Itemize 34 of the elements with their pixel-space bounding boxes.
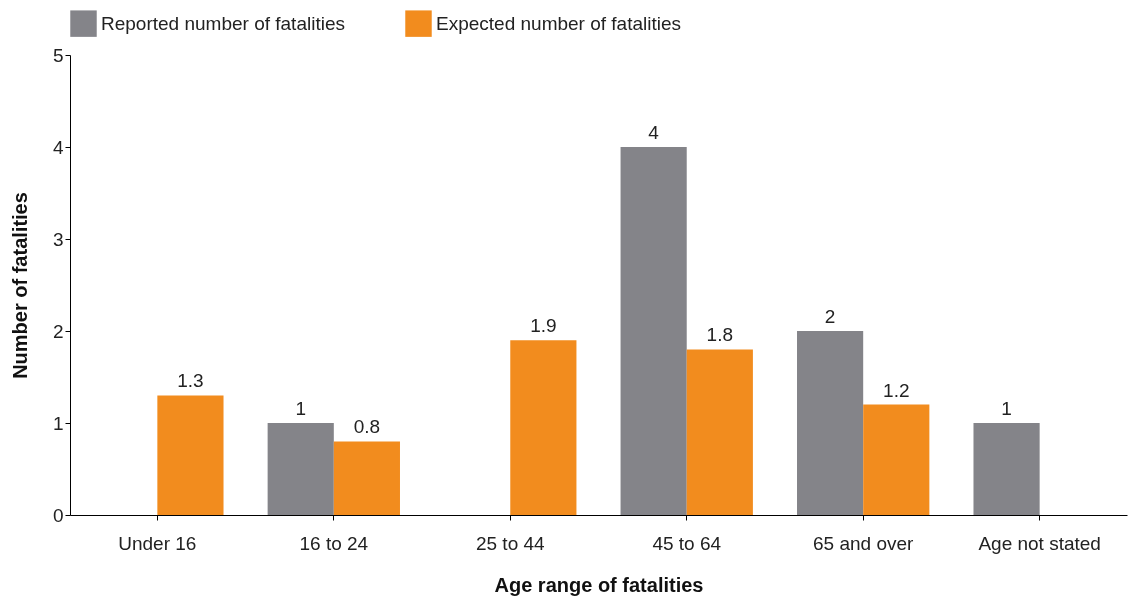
legend-label: Expected number of fatalities xyxy=(436,12,682,34)
data-label: 1.9 xyxy=(530,315,557,337)
x-tick-label: 65 and over xyxy=(813,532,915,554)
y-tick-label: 1 xyxy=(52,412,64,434)
x-tick-label: Under 16 xyxy=(118,532,197,554)
legend-label: Reported number of fatalities xyxy=(101,12,345,34)
y-axis-title: Number of fatalities xyxy=(8,192,31,379)
data-label: 4 xyxy=(648,122,660,143)
y-tick-label: 2 xyxy=(52,320,64,342)
y-tick-label: 4 xyxy=(52,136,64,158)
data-label: 2 xyxy=(824,306,836,327)
bar xyxy=(863,404,930,515)
bar xyxy=(157,395,224,515)
bar xyxy=(973,423,1040,515)
y-tick-label: 5 xyxy=(52,44,64,66)
data-label: 1 xyxy=(295,398,307,419)
data-label: 1.2 xyxy=(883,379,910,401)
bar xyxy=(333,441,400,515)
x-axis-title: Age range of fatalities xyxy=(494,573,704,596)
x-tick-label: 45 to 64 xyxy=(652,532,722,554)
data-label: 1.3 xyxy=(177,370,204,392)
bar xyxy=(686,349,753,515)
bar xyxy=(510,340,577,515)
data-label: 1.8 xyxy=(706,324,734,346)
x-tick-label: 16 to 24 xyxy=(299,532,369,554)
data-label: 1 xyxy=(1001,398,1012,419)
data-label: 0.8 xyxy=(353,416,381,438)
y-tick-label: 0 xyxy=(52,504,64,526)
bar xyxy=(267,423,334,515)
bar xyxy=(620,147,687,515)
bar xyxy=(797,331,864,515)
x-tick-label: Age not stated xyxy=(978,532,1101,554)
x-tick-label: 25 to 44 xyxy=(475,532,546,554)
y-tick-label: 3 xyxy=(52,228,64,250)
